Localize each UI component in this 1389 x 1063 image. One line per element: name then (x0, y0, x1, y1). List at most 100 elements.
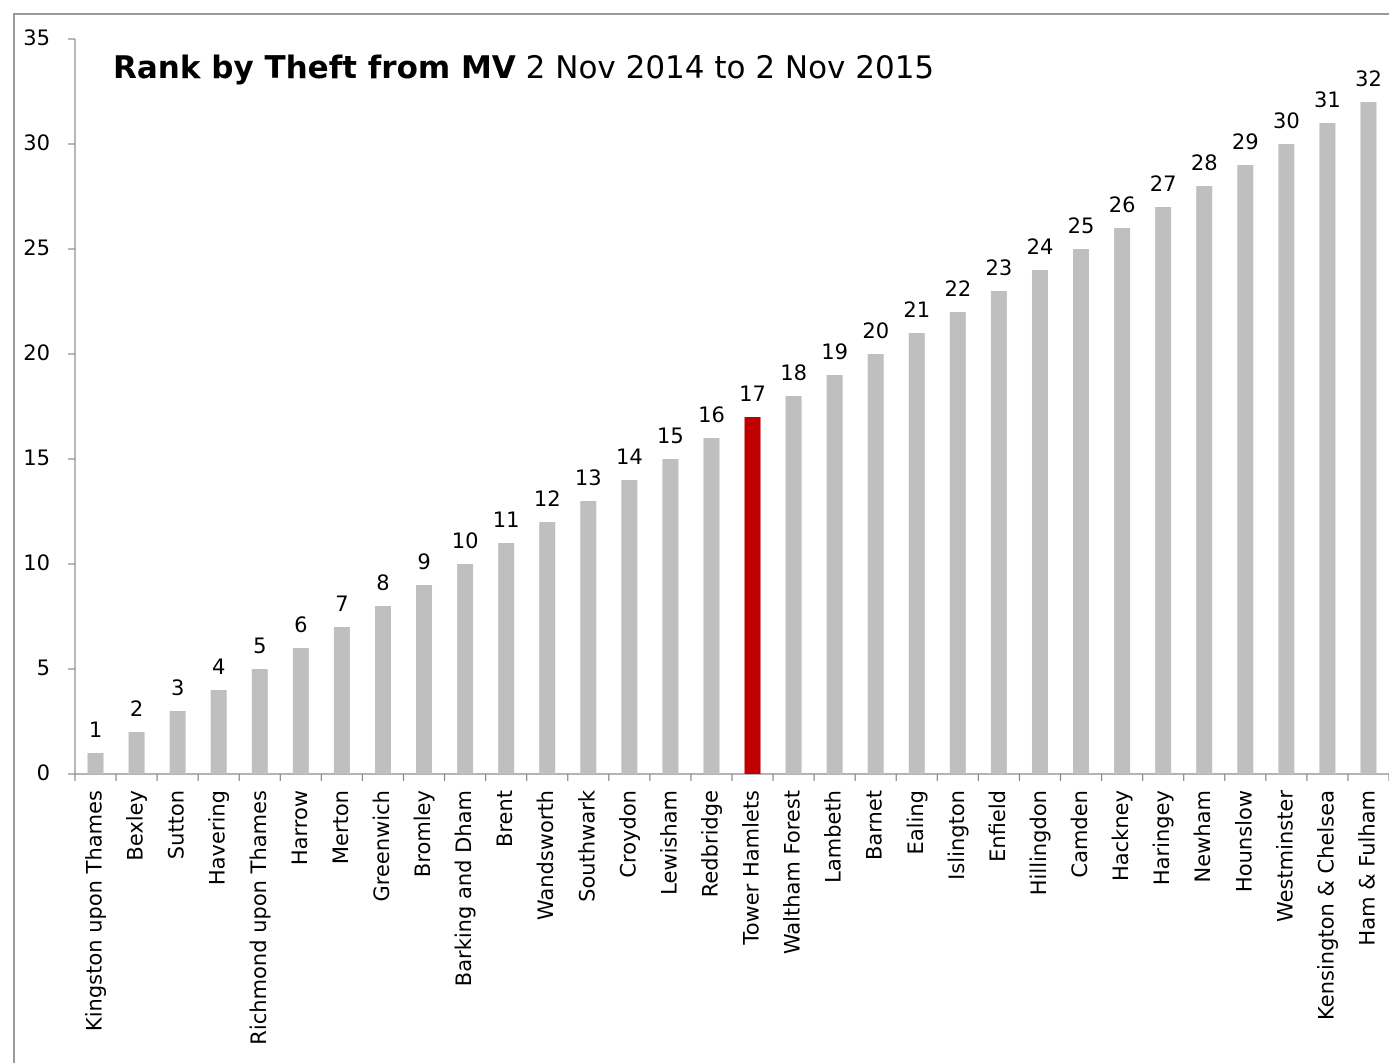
x-tick-label: Richmond upon Thames (247, 790, 271, 1045)
x-tick-label: Waltham Forest (781, 790, 805, 954)
value-label: 4 (212, 655, 225, 679)
bar (539, 522, 556, 774)
bar (1278, 144, 1295, 774)
x-tick-label: Hounslow (1232, 790, 1256, 892)
value-label: 32 (1355, 67, 1382, 91)
value-label: 6 (294, 613, 307, 637)
x-tick-label: Brent (493, 790, 517, 847)
bar (251, 669, 268, 774)
bar (1031, 270, 1048, 774)
bar (374, 606, 391, 774)
value-label: 17 (739, 382, 766, 406)
x-tick-label: Kingston upon Thames (83, 790, 107, 1031)
bar (1319, 123, 1336, 774)
bar (826, 375, 843, 774)
x-tick-label: Enfield (986, 790, 1010, 862)
value-label: 19 (821, 340, 848, 364)
x-tick-label: Barking and Dham (452, 790, 476, 986)
value-label: 27 (1150, 172, 1177, 196)
chart-subtitle: 2 Nov 2014 to 2 Nov 2015 (526, 50, 934, 86)
bar (990, 291, 1007, 774)
value-label: 16 (698, 403, 725, 427)
y-tick-label: 15 (23, 446, 50, 470)
chart-title: Rank by Theft from MV (113, 50, 516, 86)
value-label: 21 (903, 298, 930, 322)
bar (1155, 207, 1172, 774)
x-tick-label: Newham (1191, 790, 1215, 882)
bar (416, 585, 433, 774)
value-label: 31 (1314, 88, 1341, 112)
x-tick-label: Lewisham (657, 790, 681, 895)
bar (580, 501, 597, 774)
value-label: 30 (1273, 109, 1300, 133)
value-label: 1 (89, 718, 102, 742)
x-tick-label: Barnet (863, 790, 887, 860)
bar (785, 396, 802, 774)
y-tick-label: 10 (23, 551, 50, 575)
x-tick-label: Haringey (1150, 790, 1174, 885)
value-label: 24 (1027, 235, 1054, 259)
bar (703, 438, 720, 774)
x-tick-label: Greenwich (370, 790, 394, 901)
bar (1237, 165, 1254, 774)
chart-frame (13, 13, 1389, 1063)
value-label: 22 (944, 277, 971, 301)
x-tick-label: Merton (329, 790, 353, 864)
bar (292, 648, 309, 774)
value-label: 2 (130, 697, 143, 721)
value-label: 7 (335, 592, 348, 616)
x-tick-label: Bromley (411, 790, 435, 877)
bar (1114, 228, 1131, 774)
bar (498, 543, 515, 774)
value-label: 26 (1109, 193, 1136, 217)
x-tick-label: Hackney (1109, 790, 1133, 881)
x-tick-label: Lambeth (822, 790, 846, 883)
x-tick-label: Havering (206, 790, 230, 885)
bar (210, 690, 227, 774)
value-label: 25 (1068, 214, 1095, 238)
value-label: 3 (171, 676, 184, 700)
bar (128, 732, 145, 774)
x-tick-label: Bexley (124, 790, 148, 861)
bar (1196, 186, 1213, 774)
x-tick-label: Kensington & Chelsea (1314, 790, 1338, 1020)
bar (908, 333, 925, 774)
bar (867, 354, 884, 774)
value-label: 10 (452, 529, 479, 553)
value-label: 9 (417, 550, 430, 574)
value-label: 15 (657, 424, 684, 448)
y-tick-label: 30 (23, 131, 50, 155)
y-tick-label: 35 (23, 26, 50, 50)
x-tick-label: Wandsworth (534, 790, 558, 920)
bar (1360, 102, 1377, 774)
y-tick-label: 5 (37, 656, 50, 680)
bar (169, 711, 186, 774)
value-label: 5 (253, 634, 266, 658)
y-tick-label: 0 (37, 761, 50, 785)
value-label: 12 (534, 487, 561, 511)
value-label: 20 (862, 319, 889, 343)
bar (949, 312, 966, 774)
value-label: 8 (376, 571, 389, 595)
x-tick-label: Ealing (904, 790, 928, 854)
bar (744, 417, 761, 774)
x-tick-label: Westminster (1273, 790, 1297, 922)
value-label: 29 (1232, 130, 1259, 154)
bar (333, 627, 350, 774)
x-tick-label: Ham & Fulham (1355, 790, 1379, 946)
bar (662, 459, 679, 774)
x-tick-label: Tower Hamlets (740, 790, 764, 946)
y-tick-label: 20 (23, 341, 50, 365)
value-label: 13 (575, 466, 602, 490)
x-tick-label: Harrow (288, 790, 312, 865)
bar (621, 480, 638, 774)
x-tick-label: Redbridge (698, 790, 722, 897)
bar (457, 564, 474, 774)
value-label: 18 (780, 361, 807, 385)
value-label: 28 (1191, 151, 1218, 175)
x-tick-label: Southwark (575, 789, 599, 902)
value-label: 11 (493, 508, 520, 532)
value-label: 14 (616, 445, 643, 469)
bar (87, 753, 104, 774)
